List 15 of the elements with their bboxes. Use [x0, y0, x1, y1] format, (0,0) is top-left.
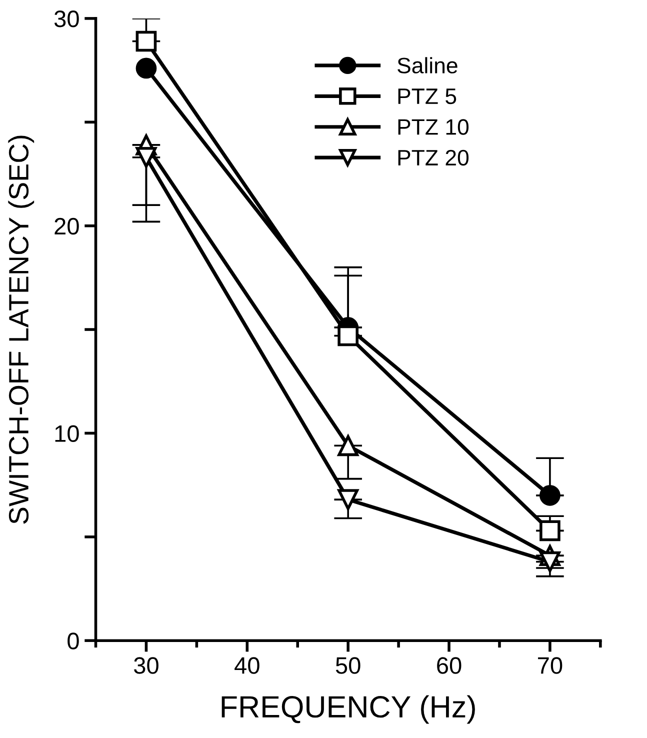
- legend-label: PTZ 10: [398, 119, 469, 135]
- x-tick-label: 60: [437, 657, 462, 674]
- x-axis-title: FREQUENCY (Hz): [222, 695, 475, 724]
- x-tick-label: 40: [234, 657, 260, 674]
- y-tick-label: 10: [55, 425, 79, 442]
- y-tick-label: 30: [54, 10, 79, 28]
- legend-label: PTZ 20: [398, 150, 469, 166]
- y-tick-label: 20: [54, 218, 79, 235]
- x-tick-label: 50: [336, 657, 360, 674]
- y-tick-label: 0: [68, 632, 79, 650]
- x-tick-label: 70: [538, 657, 562, 674]
- y-axis-title: SWITCH-OFF LATENCY (SEC): [8, 136, 34, 524]
- x-tick-label: 30: [134, 657, 158, 674]
- legend-label: PTZ 5: [398, 88, 456, 104]
- legend-label: Saline: [398, 57, 458, 74]
